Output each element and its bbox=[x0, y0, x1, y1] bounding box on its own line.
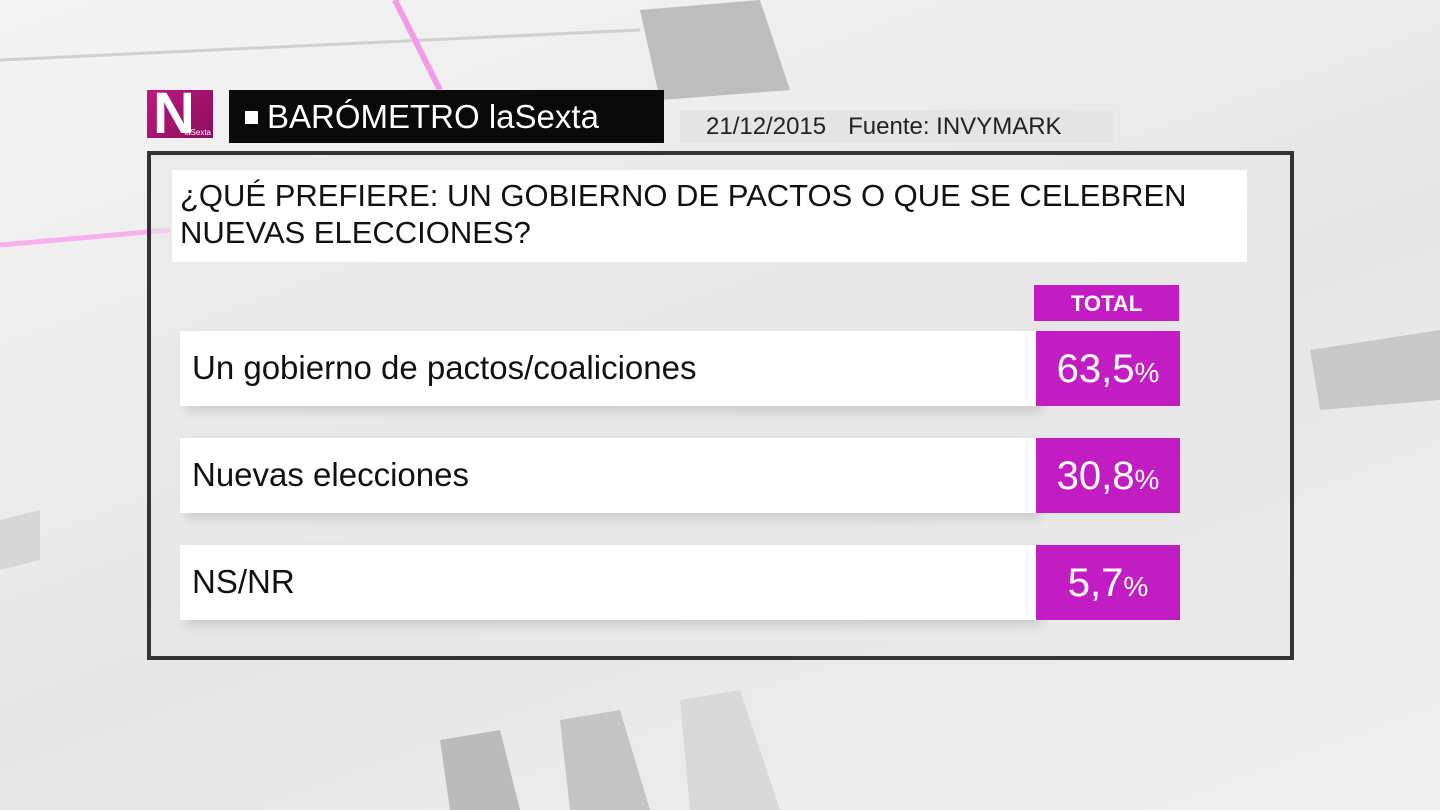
value: 30,8 bbox=[1056, 454, 1135, 498]
date: 21/12/2015 bbox=[706, 113, 827, 140]
question: ¿QUÉ PREFIERE: UN GOBIERNO DE PACTOS O Q… bbox=[172, 170, 1247, 262]
row-label: NS/NR bbox=[180, 545, 1036, 620]
logo: N laSexta bbox=[147, 84, 213, 144]
row-value: 30,8% bbox=[1036, 438, 1180, 513]
value: 63,5 bbox=[1056, 347, 1135, 391]
title-box: BARÓMETRO laSexta bbox=[229, 90, 664, 143]
title: BARÓMETRO laSexta bbox=[267, 98, 599, 135]
title-bullet bbox=[245, 111, 258, 124]
value: 5,7 bbox=[1067, 561, 1124, 605]
row-label: Un gobierno de pactos/coaliciones bbox=[180, 331, 1036, 406]
unit: % bbox=[1123, 571, 1149, 602]
row-value: 63,5% bbox=[1036, 331, 1180, 406]
column-header: TOTAL bbox=[1034, 285, 1179, 321]
row-value: 5,7% bbox=[1036, 545, 1180, 620]
logo-letter: N bbox=[153, 81, 195, 146]
unit: % bbox=[1134, 464, 1160, 495]
logo-caption: laSexta bbox=[184, 128, 211, 137]
row-label: Nuevas elecciones bbox=[180, 438, 1036, 513]
unit: % bbox=[1134, 357, 1160, 388]
source: Fuente: INVYMARK bbox=[848, 113, 1062, 140]
meta-box: 21/12/2015 Fuente: INVYMARK bbox=[680, 110, 1113, 143]
